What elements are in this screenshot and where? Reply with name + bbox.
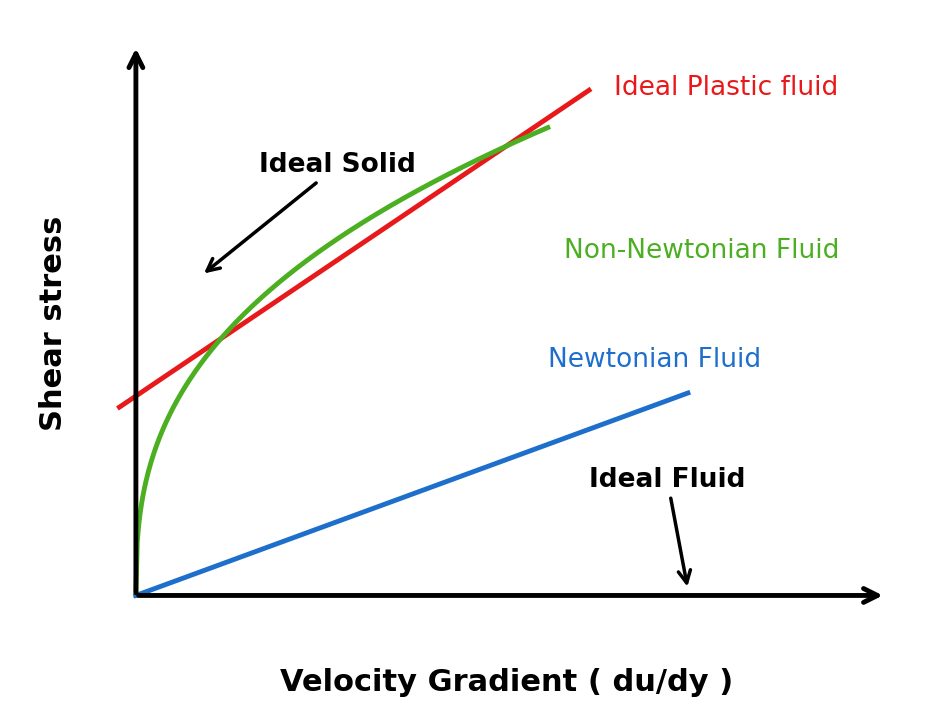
Text: Newtonian Fluid: Newtonian Fluid <box>547 347 761 373</box>
Text: Ideal Fluid: Ideal Fluid <box>589 466 745 583</box>
Text: Non-Newtonian Fluid: Non-Newtonian Fluid <box>564 238 840 264</box>
Text: Velocity Gradient ( du/dy ): Velocity Gradient ( du/dy ) <box>280 668 733 697</box>
Text: Shear stress: Shear stress <box>39 216 68 431</box>
Text: Ideal Solid: Ideal Solid <box>207 152 417 271</box>
Text: Ideal Plastic fluid: Ideal Plastic fluid <box>614 75 838 101</box>
